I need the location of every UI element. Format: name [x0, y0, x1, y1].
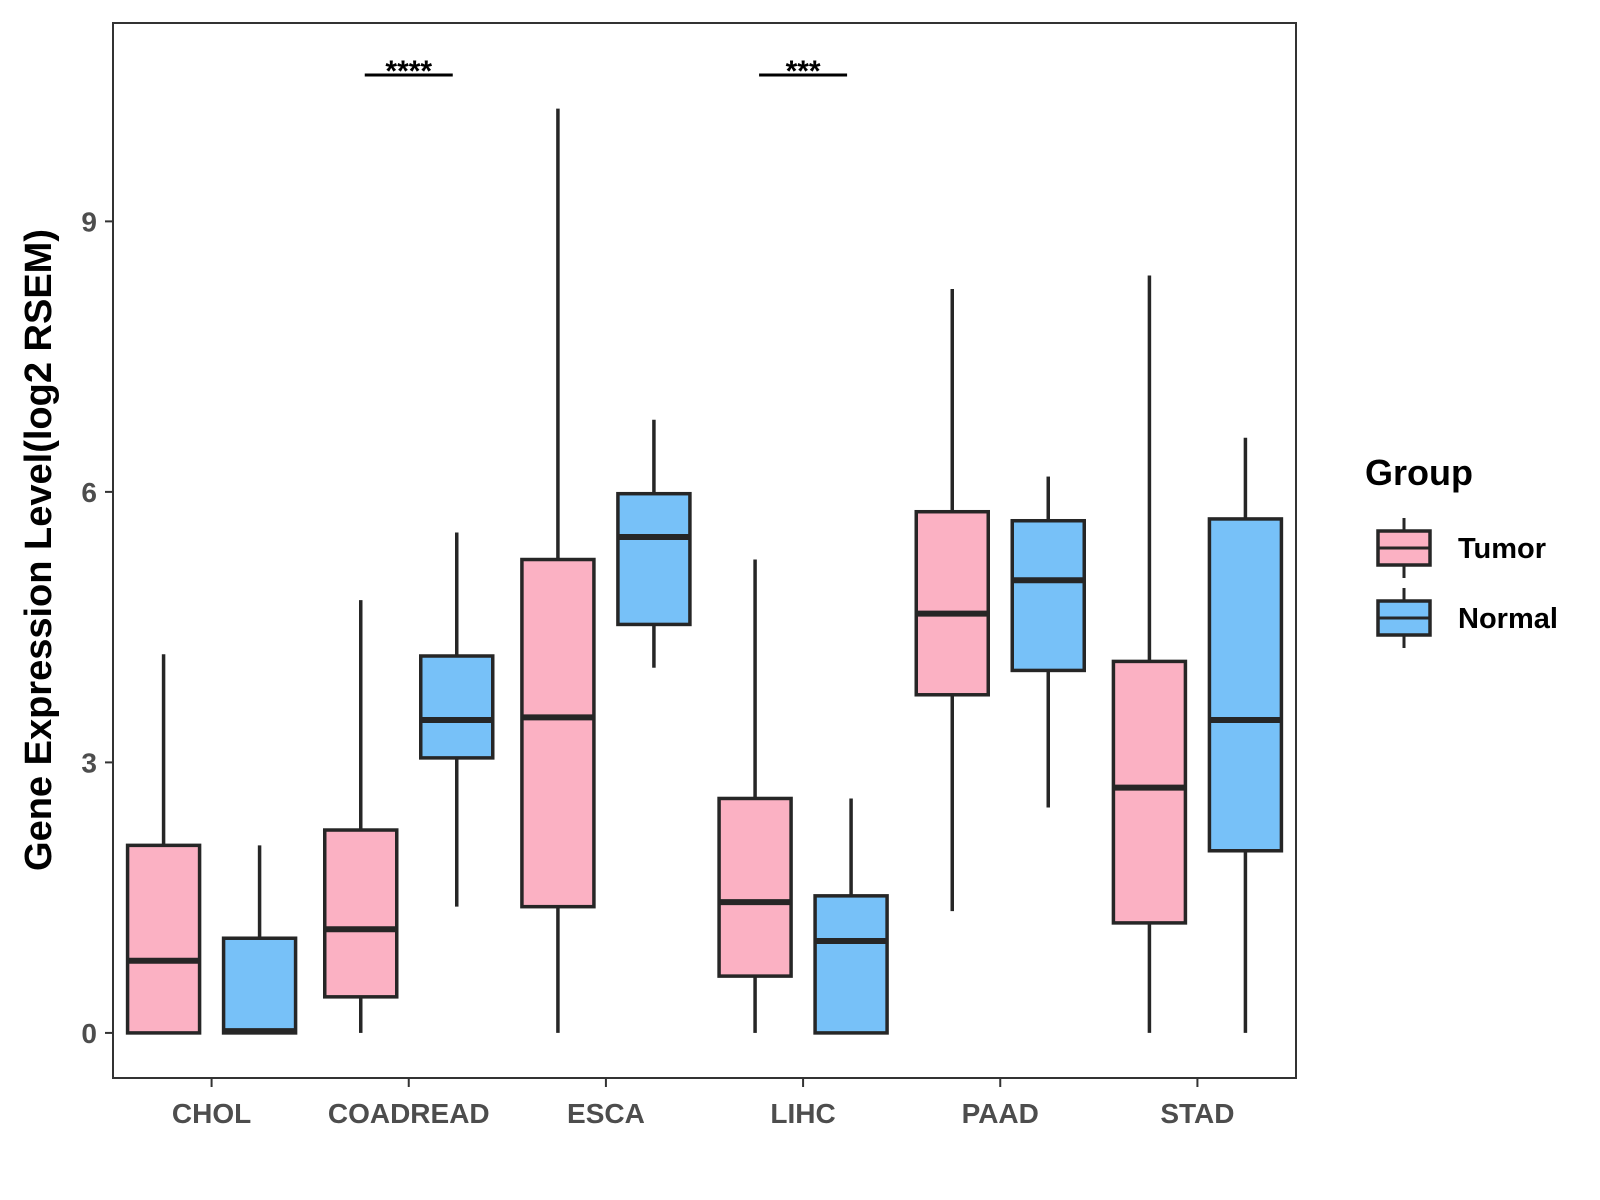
box-normal-esca	[616, 419, 692, 668]
box-body	[419, 654, 495, 760]
legend: Group Tumor Normal	[1365, 452, 1558, 648]
box-body	[717, 796, 793, 978]
box-body	[914, 509, 990, 697]
box-tumor-paad	[914, 289, 990, 912]
box-body	[1010, 518, 1086, 673]
significance-annotations: **** ***	[364, 55, 848, 88]
box-body	[323, 828, 399, 999]
y-tick-label: 6	[81, 477, 97, 508]
box-normal-paad	[1010, 476, 1086, 808]
box-tumor-chol	[125, 654, 202, 1035]
x-tick-label-paad: PAAD	[962, 1098, 1039, 1129]
x-tick-label-lihc: LIHC	[770, 1098, 835, 1129]
legend-title: Group	[1365, 452, 1473, 493]
x-tick-label-stad: STAD	[1160, 1098, 1234, 1129]
box-normal-chol	[221, 845, 298, 1035]
box-body	[616, 491, 692, 627]
box-body	[520, 557, 596, 909]
legend-label-normal: Normal	[1458, 603, 1558, 635]
y-tick-label: 3	[81, 747, 97, 778]
box-body	[221, 936, 298, 1035]
x-axis: CHOL COADREAD ESCA LIHC PAAD STAD	[172, 1078, 1234, 1129]
box-normal-coadread	[419, 532, 495, 907]
x-tick-label-esca: ESCA	[567, 1098, 645, 1129]
sig-label-lihc: ***	[786, 55, 821, 88]
boxes-layer	[125, 108, 1284, 1035]
y-axis: 0 3 6 9	[81, 206, 113, 1049]
x-tick-label-coadread: COADREAD	[328, 1098, 490, 1129]
plot-panel	[112, 22, 1297, 1079]
box-body	[813, 894, 889, 1035]
y-tick-label: 0	[81, 1018, 97, 1049]
box-tumor-coadread	[323, 600, 399, 1033]
box-tumor-lihc	[717, 559, 793, 1033]
y-tick-label: 9	[81, 206, 97, 237]
sig-label-coadread: ****	[385, 55, 432, 88]
y-axis-title: Gene Expression Level(log2 RSEM)	[18, 229, 60, 871]
box-body	[1207, 517, 1284, 853]
box-tumor-esca	[520, 108, 596, 1033]
box-normal-lihc	[813, 798, 889, 1035]
x-tick-label-chol: CHOL	[172, 1098, 251, 1129]
legend-label-tumor: Tumor	[1458, 533, 1546, 565]
box-body	[1111, 659, 1188, 925]
box-body	[125, 843, 202, 1035]
box-normal-stad	[1207, 437, 1284, 1033]
box-tumor-stad	[1111, 275, 1188, 1033]
